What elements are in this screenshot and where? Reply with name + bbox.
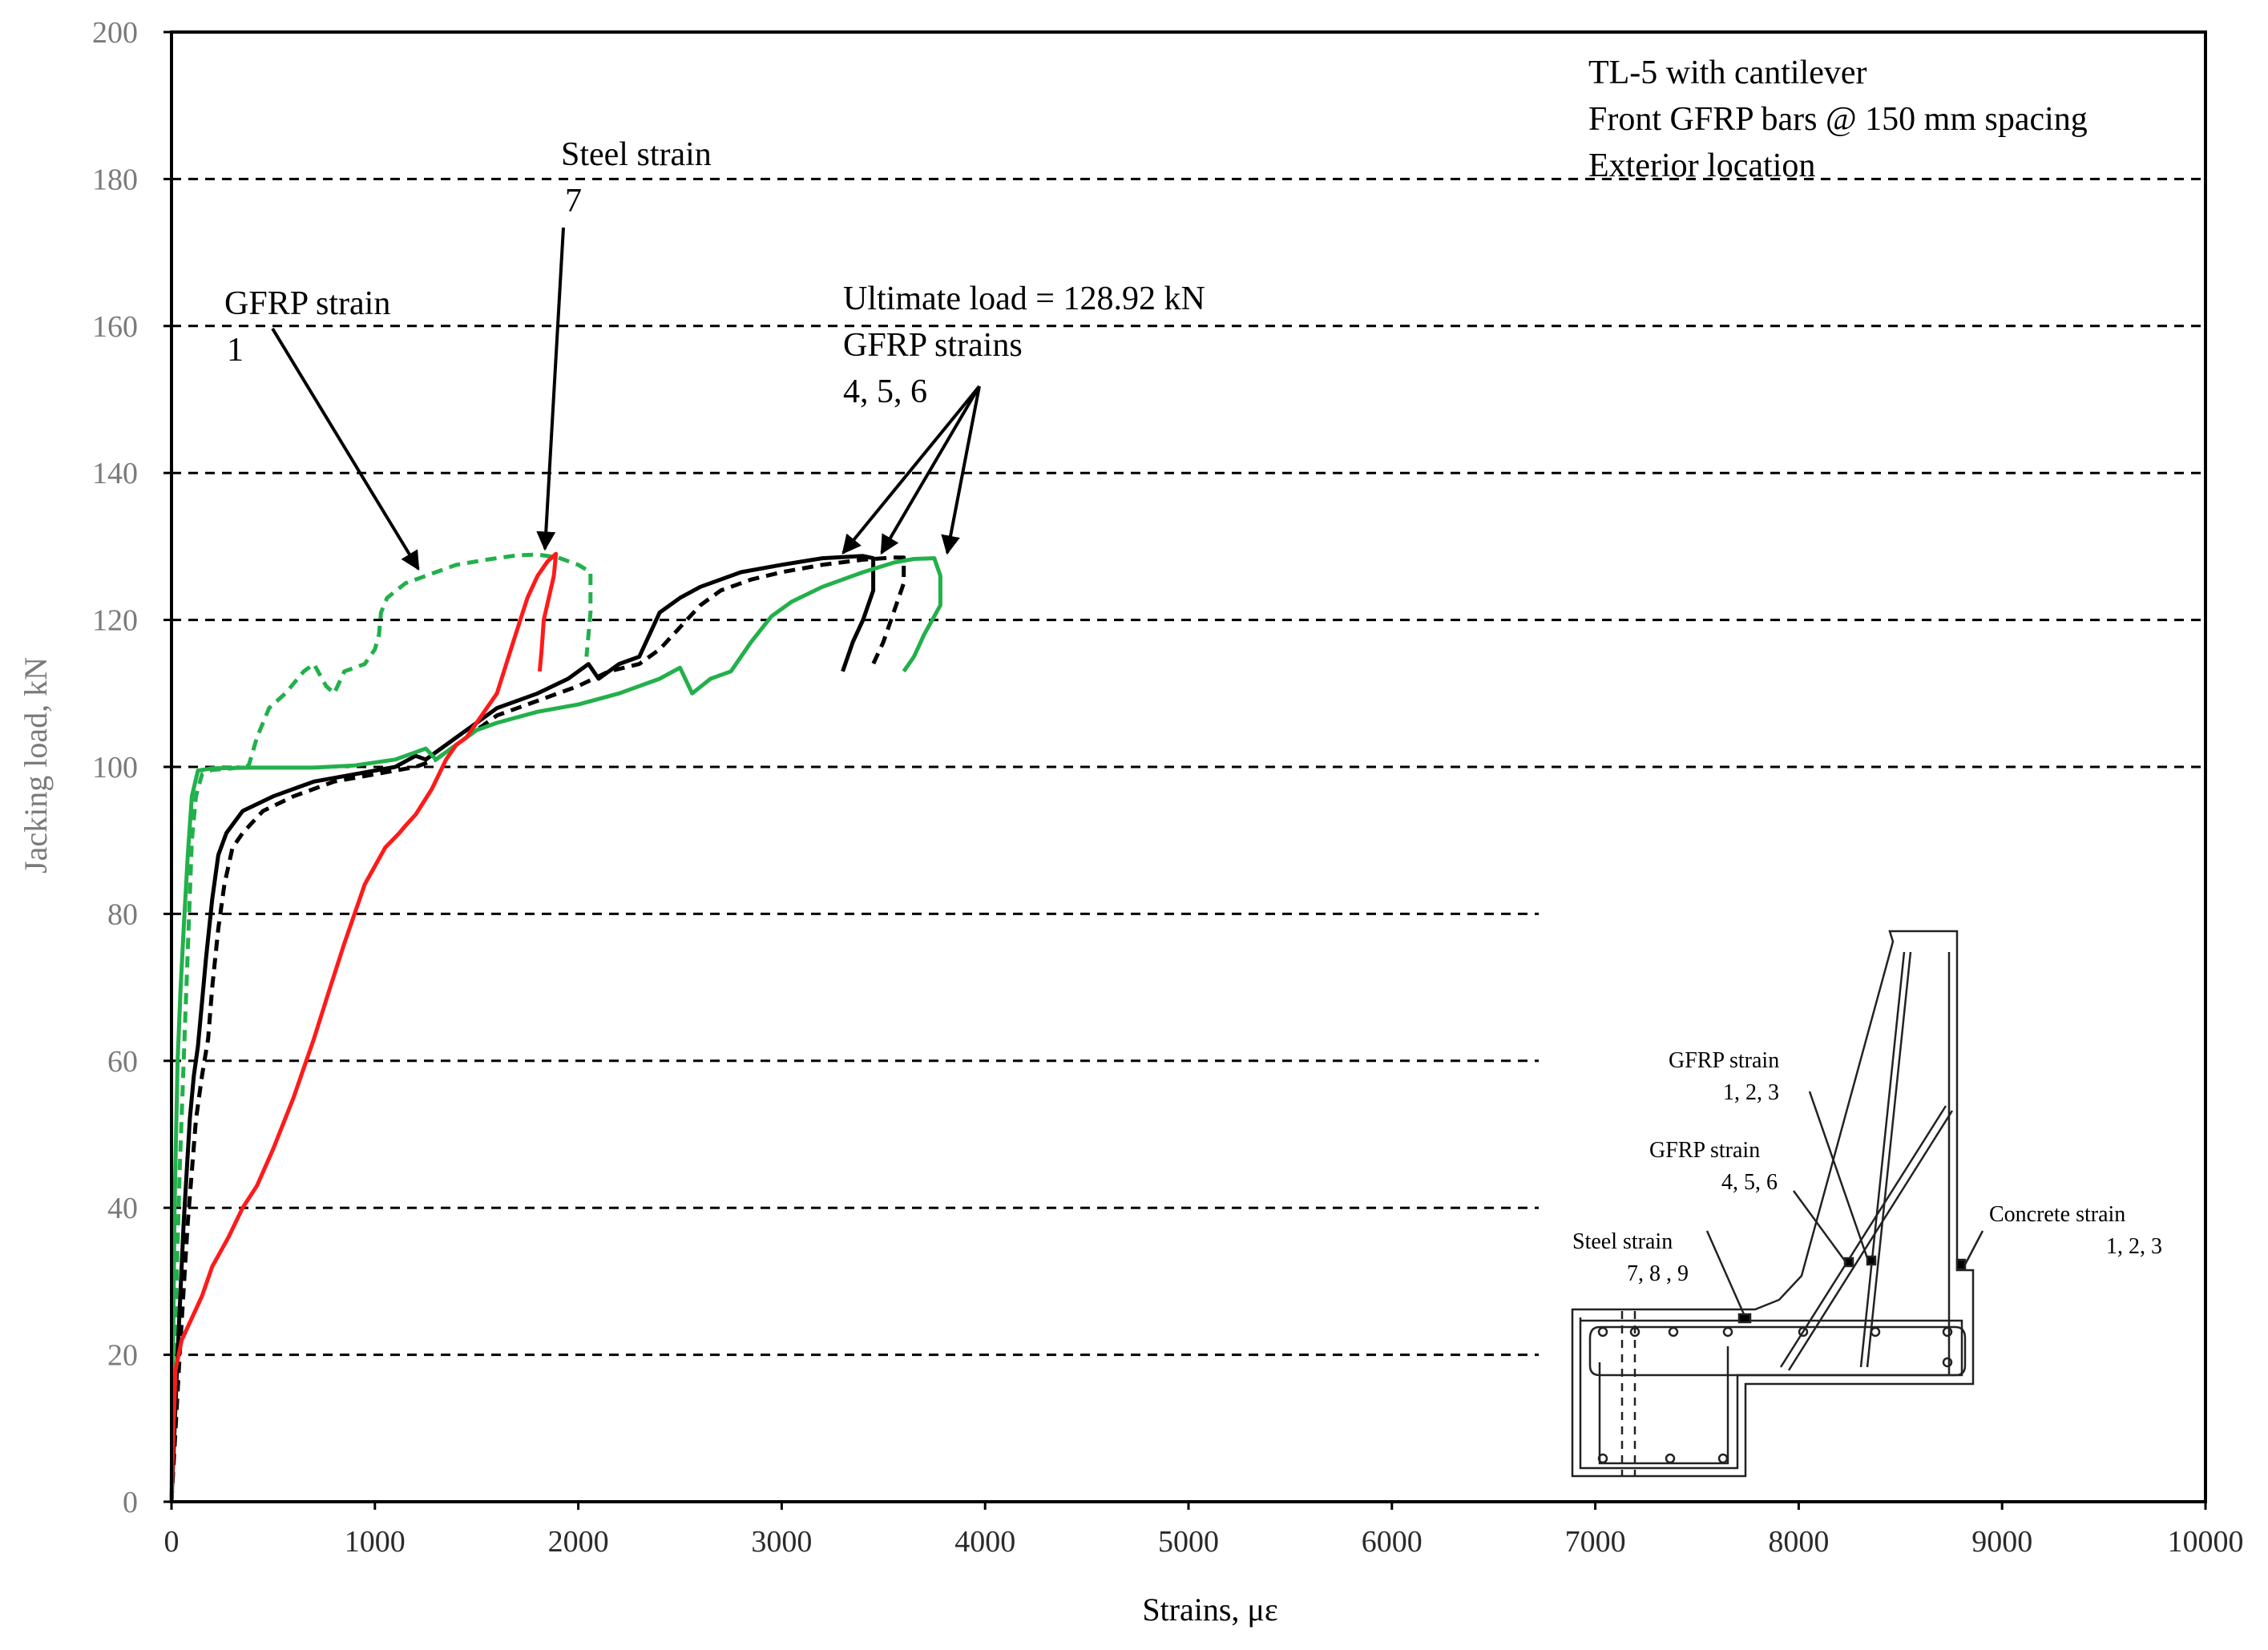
inset-gfrp-123-numbers: 1, 2, 3 <box>1723 1080 1779 1105</box>
y-axis-ticks: 0 20 40 60 80 100 120 140 160 180 200 <box>92 16 172 1519</box>
rebar-dot <box>1798 1326 1809 1337</box>
rebar-dot <box>1717 1453 1729 1464</box>
barrier-outline <box>1571 930 1975 1478</box>
info-line-3: Exterior location <box>1588 147 1815 184</box>
rebar-hoop <box>1588 1325 1967 1377</box>
annotation-ultimate-load: Ultimate load = 128.92 kN <box>843 280 1205 317</box>
concrete-gauge <box>1955 1258 1967 1271</box>
inset-gfrp-456-numbers: 4, 5, 6 <box>1721 1170 1778 1195</box>
x-tick-label: 3000 <box>751 1525 812 1559</box>
series-line-4 <box>169 556 942 1503</box>
series-line-1 <box>169 552 593 1503</box>
annotation-ultimate: Ultimate load = 128.92 kN GFRP strains 4… <box>843 280 1205 410</box>
grid <box>172 177 2205 1357</box>
y-tick-label: 180 <box>92 163 138 196</box>
rebar-dot <box>1942 1357 1953 1368</box>
inset-labels: GFRP strain 1, 2, 3 GFRP strain 4, 5, 6 … <box>1572 1048 2162 1286</box>
y-tick-label: 200 <box>92 16 138 50</box>
inset-gfrp-123-title: GFRP strain <box>1669 1048 1779 1073</box>
x-tick-label: 1000 <box>345 1525 406 1559</box>
leader-concrete <box>1963 1230 1984 1265</box>
rebar-dot <box>1629 1326 1640 1337</box>
inset-concrete-title: Concrete strain <box>1989 1202 2125 1227</box>
inset-gfrp-456-title: GFRP strain <box>1649 1138 1760 1163</box>
rebar-dot <box>1722 1326 1733 1337</box>
y-tick-label: 100 <box>92 751 138 785</box>
leader-steel-789 <box>1705 1230 1745 1315</box>
info-box: TL-5 with cantilever Front GFRP bars @ 1… <box>1588 54 2088 184</box>
series-line-5 <box>169 551 559 1503</box>
annotation-ultimate-title: GFRP strains <box>843 327 1023 364</box>
annotation-steel-7: Steel strain 7 <box>561 136 712 220</box>
y-tick-label: 20 <box>107 1339 138 1373</box>
annotation-steel-7-number: 7 <box>565 183 582 220</box>
rebar-inclined-2 <box>1787 1110 1954 1371</box>
annotation-ultimate-numbers: 4, 5, 6 <box>843 373 927 410</box>
arrow-ultimate-6 <box>941 385 981 555</box>
rebar-lower <box>1598 1346 1729 1465</box>
x-tick-label: 2000 <box>548 1525 609 1559</box>
rebar-dot <box>1668 1326 1679 1337</box>
rebar-vertical-front <box>1866 951 1912 1368</box>
series-line-2 <box>169 554 876 1503</box>
annotation-gfrp-1-number: 1 <box>227 332 244 369</box>
rebar-dot <box>1870 1326 1881 1337</box>
series-line-3 <box>169 555 906 1503</box>
info-line-2: Front GFRP bars @ 150 mm spacing <box>1588 101 2088 138</box>
y-axis-label: Jacking load, kN <box>18 657 54 873</box>
y-tick-label: 40 <box>107 1192 138 1225</box>
barrier-cross-section-inset <box>1571 930 1984 1478</box>
gfrp-gauge-1 <box>1866 1255 1877 1266</box>
y-tick-label: 140 <box>92 457 138 490</box>
series-layer <box>169 551 942 1503</box>
x-tick-label: 7000 <box>1565 1525 1626 1559</box>
inset-concrete-numbers: 1, 2, 3 <box>2106 1234 2162 1259</box>
arrow-gfrp-1 <box>271 327 420 571</box>
x-tick-label: 9000 <box>1971 1525 2032 1559</box>
y-tick-label: 60 <box>107 1045 138 1079</box>
rebar-inclined-1 <box>1779 1105 1947 1368</box>
leader-gfrp-456 <box>1792 1190 1848 1264</box>
y-tick-label: 0 <box>123 1486 138 1519</box>
rebar-dot <box>1942 1326 1953 1337</box>
x-tick-label: 0 <box>164 1525 180 1559</box>
rebar-dot <box>1597 1453 1608 1464</box>
x-tick-label: 4000 <box>954 1525 1015 1559</box>
leader-gfrp-123 <box>1808 1091 1869 1259</box>
rebar-dot <box>1597 1326 1608 1337</box>
x-tick-label: 6000 <box>1362 1525 1423 1559</box>
y-tick-label: 80 <box>107 898 138 931</box>
x-axis-ticks: 0 1000 2000 3000 4000 5000 6000 7000 8000 9000 100… <box>164 1502 2244 1559</box>
arrow-ultimate-5 <box>880 385 981 555</box>
rebar-dot <box>1665 1453 1676 1464</box>
arrow-steel-7 <box>536 227 565 551</box>
barrier-inner-outline <box>1579 1317 1963 1470</box>
y-tick-label: 160 <box>92 310 138 344</box>
y-tick-label: 120 <box>92 604 138 638</box>
x-tick-label: 5000 <box>1158 1525 1219 1559</box>
steel-gauge <box>1737 1313 1752 1324</box>
annotation-gfrp-1-title: GFRP strain <box>224 285 390 322</box>
rebar-vertical-inner <box>1859 951 1906 1368</box>
annotation-arrows <box>271 227 981 571</box>
inset-steel-789-title: Steel strain <box>1572 1229 1673 1254</box>
x-axis-label: Strains, με <box>1142 1592 1277 1628</box>
annotation-steel-7-title: Steel strain <box>561 136 712 173</box>
arrow-ultimate-4 <box>841 385 981 555</box>
annotation-gfrp-1: GFRP strain 1 <box>224 285 390 369</box>
x-tick-label: 10000 <box>2168 1525 2244 1559</box>
inset-steel-789-numbers: 7, 8 , 9 <box>1627 1261 1689 1286</box>
info-line-1: TL-5 with cantilever <box>1588 54 1867 91</box>
x-tick-label: 8000 <box>1768 1525 1829 1559</box>
